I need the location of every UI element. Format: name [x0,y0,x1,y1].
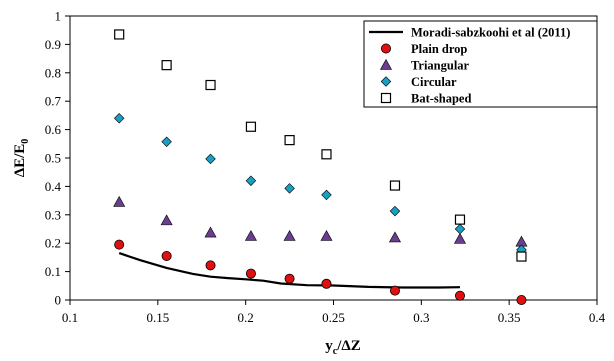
data-point-triangular [113,195,126,207]
legend-label: Bat-shaped [411,92,471,106]
data-point-circular [454,223,466,235]
data-point-plain-drop [245,268,256,279]
y-tick-label: 0.2 [45,236,61,251]
legend-label: Plain drop [411,42,467,56]
data-point-circular [284,183,295,194]
data-point-bat-shaped [161,60,172,71]
y-tick-label: 0.7 [45,94,62,109]
data-point-circular [245,175,257,186]
data-point-plain-drop [321,278,332,289]
legend-entry-circular: Circular [380,75,457,89]
y-tick-label: 0.4 [45,179,62,194]
legend-box [363,20,598,108]
legend-entry-triangular: Triangular [379,58,470,73]
series-triangular [113,195,528,247]
legend: Moradi-sabzkoohi et al (2011) Plain drop T… [363,20,598,108]
y-tick-label: 0.6 [45,122,62,137]
data-point-triangular [204,226,217,238]
legend-swatch [379,58,393,70]
x-tick-label: 0.35 [498,310,521,325]
data-point-circular [161,136,172,148]
legend-label: Moradi-sabzkoohi et al (2011) [411,26,570,40]
series-plain-drop [114,239,527,305]
tick-labels: 0.1 0.15 0.2 0.25 0.3 0.35 0.400.10.20.30.40.5… [45,9,606,326]
legend-label: Triangular [411,59,470,73]
x-tick-label: 0.15 [146,310,169,325]
data-point-bat-shaped [205,79,216,91]
data-point-circular [113,113,125,124]
data-point-triangular [283,229,296,241]
axes [65,15,598,305]
data-point-plain-drop [389,285,400,296]
data-point-bat-shaped [454,214,466,225]
x-tick-label: 0.25 [322,310,345,325]
y-tick-label: 0.3 [45,207,61,222]
x-tick-label: 0.3 [413,310,429,325]
y-tick-label: 0.9 [45,37,61,52]
data-point-triangular [388,231,401,243]
data-point-plain-drop [454,290,465,301]
data-point-plain-drop [114,239,125,250]
data-point-triangular [453,232,466,244]
y-tick-label: 0.8 [45,65,61,80]
y-tick-label: 1 [55,9,62,24]
x-tick-label: 0.4 [589,310,606,325]
data-point-bat-shaped [321,149,332,160]
data-point-bat-shaped [389,180,401,191]
x-tick-label: 0.2 [238,310,254,325]
data-point-bat-shaped [284,135,295,146]
data-point-circular [205,153,216,165]
legend-swatch [380,43,391,54]
data-point-plain-drop [161,250,172,261]
legend-entry-plain-drop: Plain drop [380,42,467,56]
legend-swatch [380,92,392,104]
data-point-circular [389,205,401,217]
series-circular [113,113,527,255]
data-point-triangular [160,214,173,226]
data-point-plain-drop [284,273,295,284]
data-point-triangular [320,229,333,241]
data-point-bat-shaped [516,251,527,262]
x-tick-label: 0.1 [62,310,78,325]
data-point-bat-shaped [114,29,125,40]
series-bat-shaped [114,29,527,262]
legend-entry-moradi-sabzkoohi-et-al-2011: Moradi-sabzkoohi et al (2011) [369,26,570,40]
data-point-triangular [244,229,257,241]
data-point-circular [321,189,332,201]
x-axis-label: yc/ΔZ [325,338,361,356]
y-axis-label: ΔE/E0 [12,139,31,178]
legend-entry-bat-shaped: Bat-shaped [380,92,471,106]
data-point-plain-drop [205,260,216,271]
data-series [113,29,528,305]
data-point-plain-drop [516,294,527,305]
y-tick-label: 0.1 [45,264,61,279]
y-tick-label: 0 [55,293,62,308]
legend-label: Circular [411,75,457,89]
legend-swatch [380,76,392,87]
y-tick-label: 0.5 [45,151,61,166]
data-point-bat-shaped [245,121,257,132]
